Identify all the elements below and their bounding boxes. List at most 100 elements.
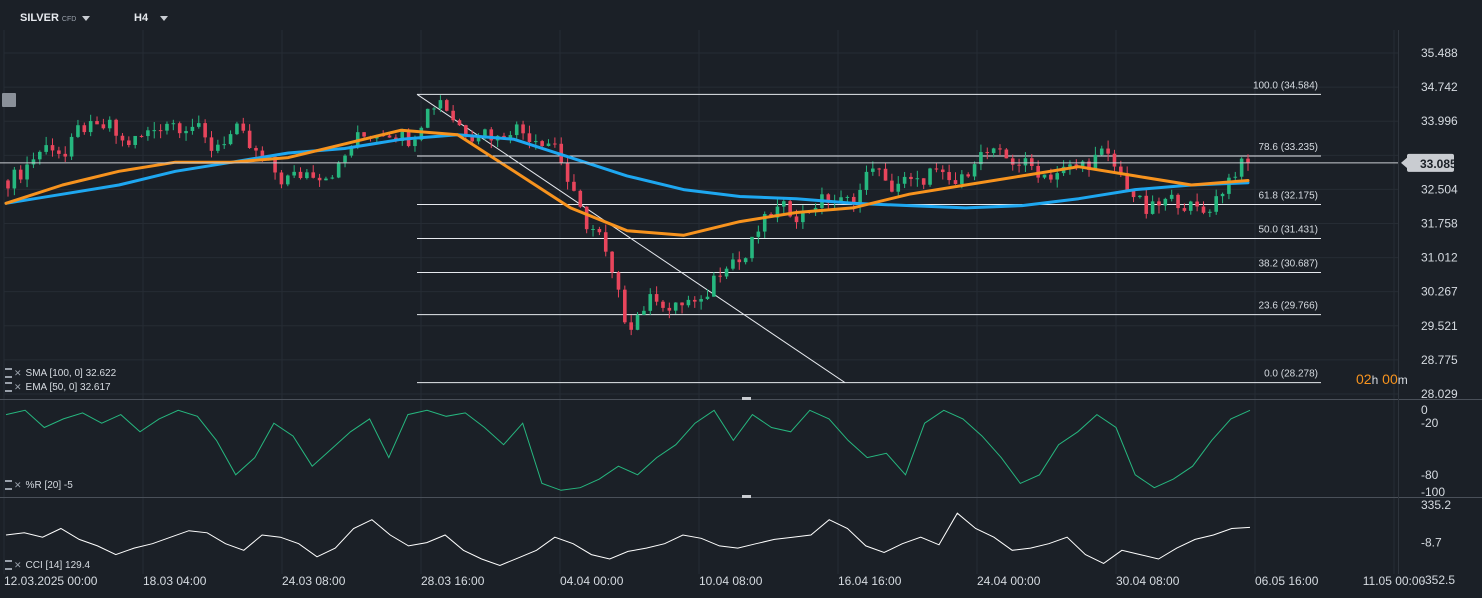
candle-body xyxy=(1239,158,1244,177)
x-tick-label: 24.03 08:00 xyxy=(282,574,346,588)
wr-label[interactable]: ✕ %R [20] -5 xyxy=(5,480,73,491)
candle-body xyxy=(95,121,99,125)
close-icon[interactable]: ✕ xyxy=(14,368,22,378)
candle-body xyxy=(171,123,176,125)
candle-body xyxy=(1125,173,1129,191)
candle-body xyxy=(858,189,862,206)
candle-body xyxy=(1074,164,1079,167)
candle-body xyxy=(890,180,894,192)
candle-body xyxy=(584,206,589,230)
candle-body xyxy=(222,144,227,146)
drawing-tool-icon[interactable] xyxy=(2,93,16,107)
y-tick-label: 33.996 xyxy=(1421,114,1458,128)
candle-body xyxy=(718,275,723,277)
candle-body xyxy=(794,216,799,223)
y-tick-label: 32.504 xyxy=(1421,182,1458,196)
candle-body xyxy=(1023,158,1028,166)
candle-body xyxy=(209,137,214,151)
candle-body xyxy=(877,168,881,170)
x-tick-label: 24.04 00:00 xyxy=(977,574,1041,588)
candle-body xyxy=(1087,161,1091,170)
candle-body xyxy=(1029,158,1034,166)
candle-body xyxy=(712,275,716,297)
candle-body xyxy=(247,130,252,148)
candle-body xyxy=(705,296,710,300)
candle-body xyxy=(635,314,640,330)
candle-body xyxy=(1049,174,1053,180)
settings-icon[interactable] xyxy=(5,480,12,491)
x-tick-label: 28.03 16:00 xyxy=(421,574,485,588)
timer-minutes: 00 xyxy=(1382,371,1398,387)
sma-label[interactable]: ✕ SMA [100, 0] 32.622 xyxy=(5,368,116,379)
settings-icon[interactable] xyxy=(5,368,12,379)
candle-body xyxy=(146,130,150,137)
candle-body xyxy=(781,201,786,207)
candle-body xyxy=(565,163,570,182)
candle-body xyxy=(998,148,1002,150)
pane-resize-handle xyxy=(742,397,751,400)
y-tick-label: 28.029 xyxy=(1421,387,1458,401)
candle-body xyxy=(44,145,48,152)
candle-timer: 02h 00m xyxy=(1356,371,1408,387)
candle-body xyxy=(127,140,131,145)
settings-icon[interactable] xyxy=(5,382,12,393)
candle-body xyxy=(756,231,761,237)
timeframe-selector[interactable]: H4 xyxy=(134,12,169,24)
candle-body xyxy=(979,152,983,165)
candle-body xyxy=(921,178,926,185)
candle-body xyxy=(1182,208,1187,211)
candle-body xyxy=(762,214,767,232)
symbol-selector[interactable]: SILVER CFD xyxy=(20,12,91,24)
candle-body xyxy=(6,180,10,189)
candle-body xyxy=(610,251,614,273)
close-icon[interactable]: ✕ xyxy=(14,382,22,392)
candle-body xyxy=(953,180,958,185)
candle-body xyxy=(514,124,519,136)
candle-body xyxy=(1246,158,1250,163)
y-tick-label: 30.267 xyxy=(1421,285,1458,299)
candle-body xyxy=(826,194,831,203)
wr-tick-label: 0 xyxy=(1421,403,1428,417)
candle-body xyxy=(883,168,888,181)
settings-icon[interactable] xyxy=(5,560,12,571)
candle-body xyxy=(1208,211,1212,213)
cci-tick-label: 335.2 xyxy=(1421,498,1451,512)
candle-body xyxy=(896,183,901,192)
candle-body xyxy=(1220,193,1225,197)
fib-level-label: 50.0 (31.431) xyxy=(1259,224,1319,235)
candle-body xyxy=(839,197,843,202)
candle-body xyxy=(349,145,354,156)
candle-body xyxy=(966,174,971,177)
candle-body xyxy=(871,168,875,172)
candle-body xyxy=(489,129,494,141)
candle-body xyxy=(18,169,23,180)
candle-body xyxy=(915,178,920,180)
candle-body xyxy=(76,125,80,137)
fib-level-label: 78.6 (33.235) xyxy=(1259,142,1319,153)
candle-body xyxy=(1055,173,1060,180)
candle-body xyxy=(400,131,405,141)
candle-body xyxy=(623,289,627,323)
candle-body xyxy=(470,136,475,142)
candle-body xyxy=(107,119,112,129)
candle-body xyxy=(1112,153,1117,167)
candle-body xyxy=(909,176,913,180)
candle-body xyxy=(1080,161,1085,167)
close-icon[interactable]: ✕ xyxy=(14,560,22,570)
ema-label[interactable]: ✕ EMA [50, 0] 32.617 xyxy=(5,382,111,393)
cci-label[interactable]: ✕ CCI [14] 129.4 xyxy=(5,560,90,571)
candle-body xyxy=(464,125,468,137)
candle-body xyxy=(324,178,328,181)
candle-body xyxy=(1214,196,1219,212)
candle-body xyxy=(152,130,157,132)
close-icon[interactable]: ✕ xyxy=(14,480,22,490)
candle-body xyxy=(673,302,678,311)
fib-level-label: 0.0 (28.278) xyxy=(1264,369,1318,380)
candle-body xyxy=(1017,164,1021,166)
cci-label-text: CCI [14] 129.4 xyxy=(25,560,91,571)
current-price-value: 33.085 xyxy=(1420,157,1457,171)
candle-body xyxy=(972,164,977,177)
wr-tick-label: -100 xyxy=(1421,485,1445,499)
wr-label-text: %R [20] -5 xyxy=(25,480,73,491)
